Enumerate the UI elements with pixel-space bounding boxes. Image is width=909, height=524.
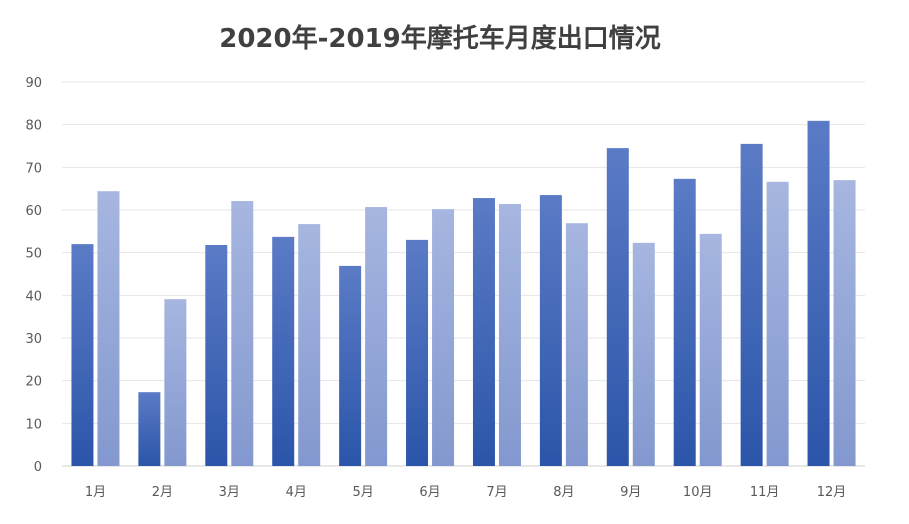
x-tick-label: 10月 — [683, 485, 713, 500]
y-tick-label: 90 — [25, 76, 42, 91]
y-tick-label: 50 — [25, 247, 42, 262]
bar-series1-12月 — [807, 120, 830, 467]
x-tick-label: 6月 — [419, 485, 440, 500]
bar-series2-3月 — [231, 201, 254, 467]
bar-series1-2月 — [138, 392, 161, 466]
bar-series1-10月 — [673, 178, 696, 466]
bar-series1-11月 — [740, 143, 763, 466]
chart-title: 2020年-2019年摩托车月度出口情况 — [219, 23, 661, 54]
bar-series2-8月 — [565, 223, 588, 466]
bar-series2-1月 — [97, 191, 120, 466]
y-tick-label: 40 — [25, 289, 42, 304]
x-tick-label: 8月 — [553, 485, 574, 500]
x-tick-label: 5月 — [352, 485, 373, 500]
x-tick-label: 11月 — [750, 485, 780, 500]
bar-series2-6月 — [432, 209, 455, 466]
bar-series1-8月 — [539, 195, 562, 467]
y-tick-label: 60 — [25, 204, 42, 219]
x-tick-label: 9月 — [620, 485, 641, 500]
bar-series1-9月 — [606, 148, 629, 466]
y-tick-label: 70 — [25, 161, 42, 176]
bar-series2-11月 — [766, 181, 789, 466]
bar-series1-7月 — [472, 198, 495, 466]
bar-series2-2月 — [164, 299, 187, 466]
x-tick-label: 12月 — [817, 485, 847, 500]
x-tick-label: 1月 — [85, 485, 106, 500]
x-tick-label: 2月 — [152, 485, 173, 500]
x-tick-label: 4月 — [286, 485, 307, 500]
y-tick-label: 0 — [34, 460, 42, 475]
y-tick-label: 10 — [25, 417, 42, 432]
bar-series2-12月 — [833, 180, 856, 466]
y-tick-label: 30 — [25, 332, 42, 347]
bar-series2-5月 — [365, 207, 388, 466]
y-tick-label: 20 — [25, 375, 42, 390]
bar-series2-9月 — [632, 242, 655, 466]
x-tick-label: 7月 — [486, 485, 507, 500]
bar-series2-4月 — [298, 224, 321, 466]
bar-series2-7月 — [498, 204, 521, 466]
bar-series1-1月 — [71, 244, 94, 466]
bar-series1-6月 — [406, 239, 429, 466]
bar-series2-10月 — [699, 233, 722, 466]
bar-series1-4月 — [272, 236, 295, 466]
bar-series1-3月 — [205, 244, 228, 466]
x-tick-label: 3月 — [219, 485, 240, 500]
y-tick-label: 80 — [25, 119, 42, 134]
bar-series1-5月 — [339, 265, 362, 466]
